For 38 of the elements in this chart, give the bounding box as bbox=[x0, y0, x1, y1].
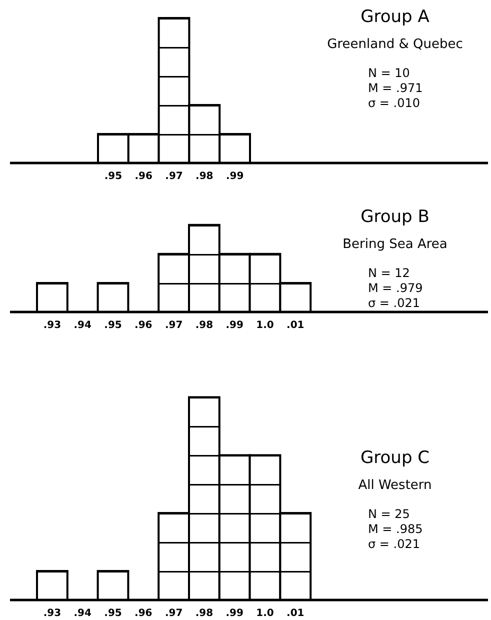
x-tick-label: 1.0 bbox=[256, 608, 274, 619]
text: Group B bbox=[360, 207, 430, 227]
x-tick-label: .99 bbox=[226, 320, 244, 331]
x-tick-label: .01 bbox=[286, 320, 304, 331]
x-tick-label: 1.0 bbox=[256, 320, 274, 331]
x-tick-label: .97 bbox=[164, 608, 183, 619]
x-tick-label: .96 bbox=[134, 320, 152, 331]
x-tick-label: .97 bbox=[165, 171, 183, 182]
text: M = .985 bbox=[368, 522, 423, 536]
x-tick-label: .94 bbox=[74, 608, 92, 619]
x-tick-label: .96 bbox=[134, 608, 152, 619]
text: Greenland & Quebec bbox=[327, 37, 463, 52]
x-tick-label: .94 bbox=[74, 320, 92, 331]
text: N = 10 bbox=[368, 66, 410, 80]
x-tick-label: .93 bbox=[43, 608, 62, 619]
text: σ = .010 bbox=[368, 96, 420, 110]
text: Group C bbox=[360, 448, 430, 468]
text: N = 12 bbox=[368, 266, 410, 280]
text: M = .971 bbox=[368, 81, 423, 95]
text: σ = .021 bbox=[368, 296, 420, 310]
x-tick-label: .99 bbox=[226, 608, 244, 619]
x-tick-label: .95 bbox=[104, 608, 122, 619]
text: Bering Sea Area bbox=[342, 237, 448, 252]
x-tick-label: .98 bbox=[195, 608, 214, 619]
x-tick-label: .01 bbox=[286, 608, 304, 619]
text: Group A bbox=[360, 7, 430, 27]
text: M = .979 bbox=[368, 281, 423, 295]
x-tick-label: .95 bbox=[104, 171, 122, 182]
x-tick-label: .99 bbox=[226, 171, 244, 182]
text: σ = .021 bbox=[368, 537, 420, 551]
x-tick-label: .96 bbox=[134, 171, 152, 182]
x-tick-label: .93 bbox=[43, 320, 62, 331]
text: All Western bbox=[358, 478, 432, 493]
x-tick-label: .95 bbox=[104, 320, 122, 331]
x-tick-label: .98 bbox=[196, 171, 214, 182]
x-tick-label: .97 bbox=[164, 320, 183, 331]
text: N = 25 bbox=[368, 507, 410, 521]
x-tick-label: .98 bbox=[195, 320, 214, 331]
